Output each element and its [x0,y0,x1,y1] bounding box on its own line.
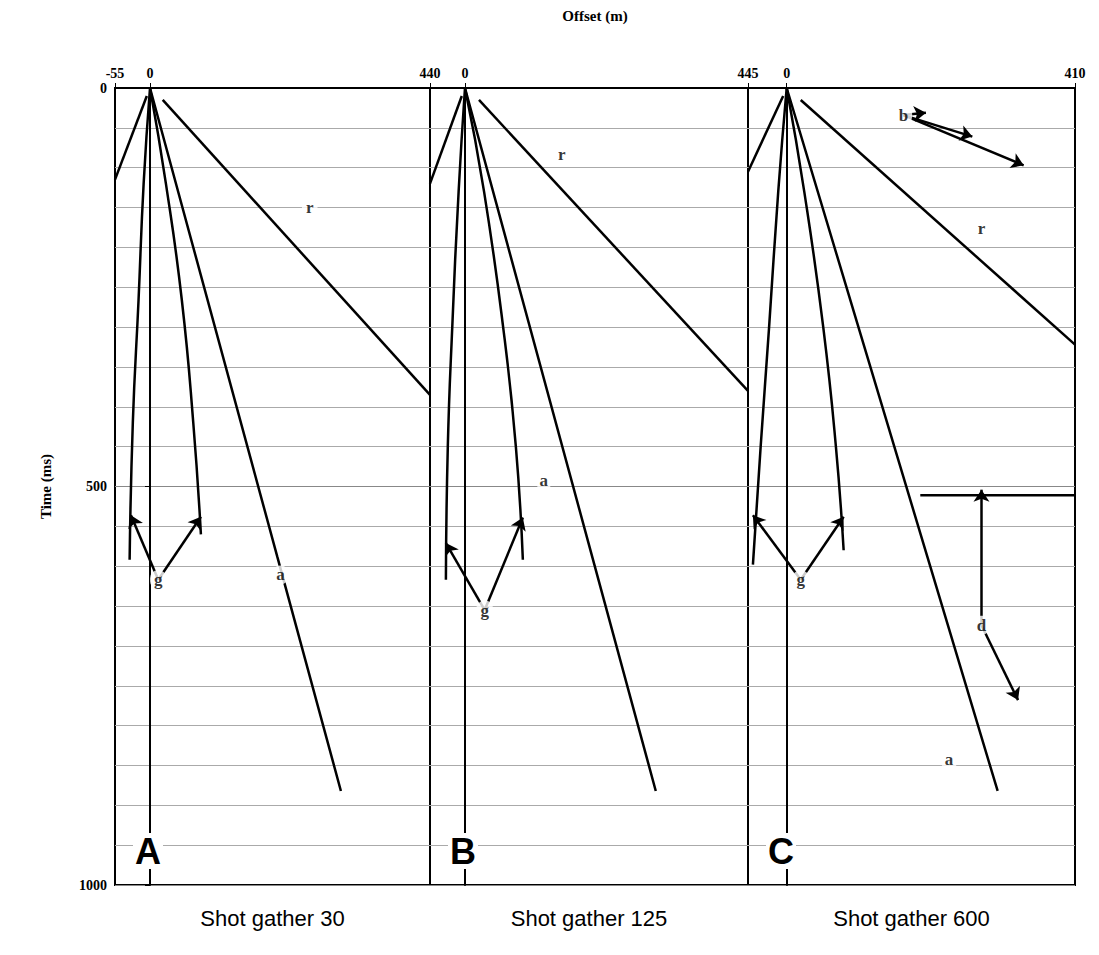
svg-text:0: 0 [783,66,790,81]
svg-text:r: r [306,198,314,217]
svg-text:0: 0 [100,81,107,96]
svg-text:b: b [899,106,908,125]
svg-text:0: 0 [147,66,154,81]
svg-text:Shot gather 600: Shot gather 600 [833,906,990,931]
svg-text:g: g [154,570,163,589]
svg-text:-55: -55 [106,66,125,81]
svg-text:A: A [135,831,161,872]
svg-text:1000: 1000 [79,878,107,893]
svg-text:g: g [480,601,489,620]
svg-text:g: g [796,570,805,589]
svg-text:B: B [450,831,476,872]
svg-text:Time (ms): Time (ms) [38,454,55,519]
svg-text:a: a [276,565,285,584]
svg-text:0: 0 [461,66,468,81]
svg-text:r: r [978,219,986,238]
svg-text:440: 440 [420,66,441,81]
svg-text:C: C [768,831,794,872]
svg-text:r: r [558,145,566,164]
svg-text:Shot gather 30: Shot gather 30 [200,906,344,931]
svg-text:445: 445 [738,66,759,81]
svg-text:Offset (m): Offset (m) [562,8,627,25]
svg-text:a: a [540,471,549,490]
svg-text:500: 500 [86,479,107,494]
svg-text:d: d [977,616,987,635]
svg-text:Shot gather 125: Shot gather 125 [511,906,668,931]
svg-text:410: 410 [1065,66,1086,81]
svg-text:a: a [945,750,954,769]
